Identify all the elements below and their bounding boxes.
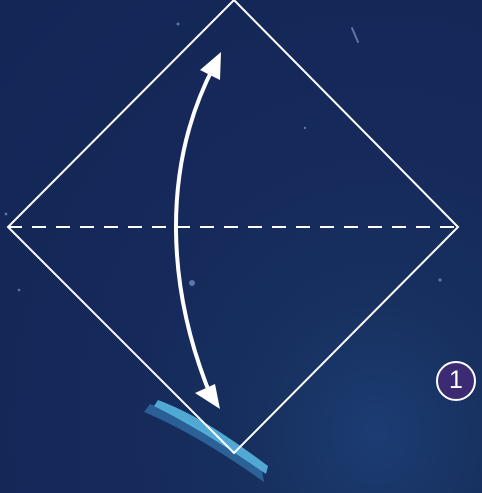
paper-edge-decoration — [144, 400, 268, 482]
background-speckles — [4, 22, 442, 292]
step-number-badge: 1 — [436, 361, 476, 401]
arrowhead-bottom-icon — [195, 384, 220, 409]
curved-double-arrow — [174, 64, 216, 396]
diamond-outline — [6, 0, 460, 455]
arrowhead-top-icon — [200, 52, 221, 80]
